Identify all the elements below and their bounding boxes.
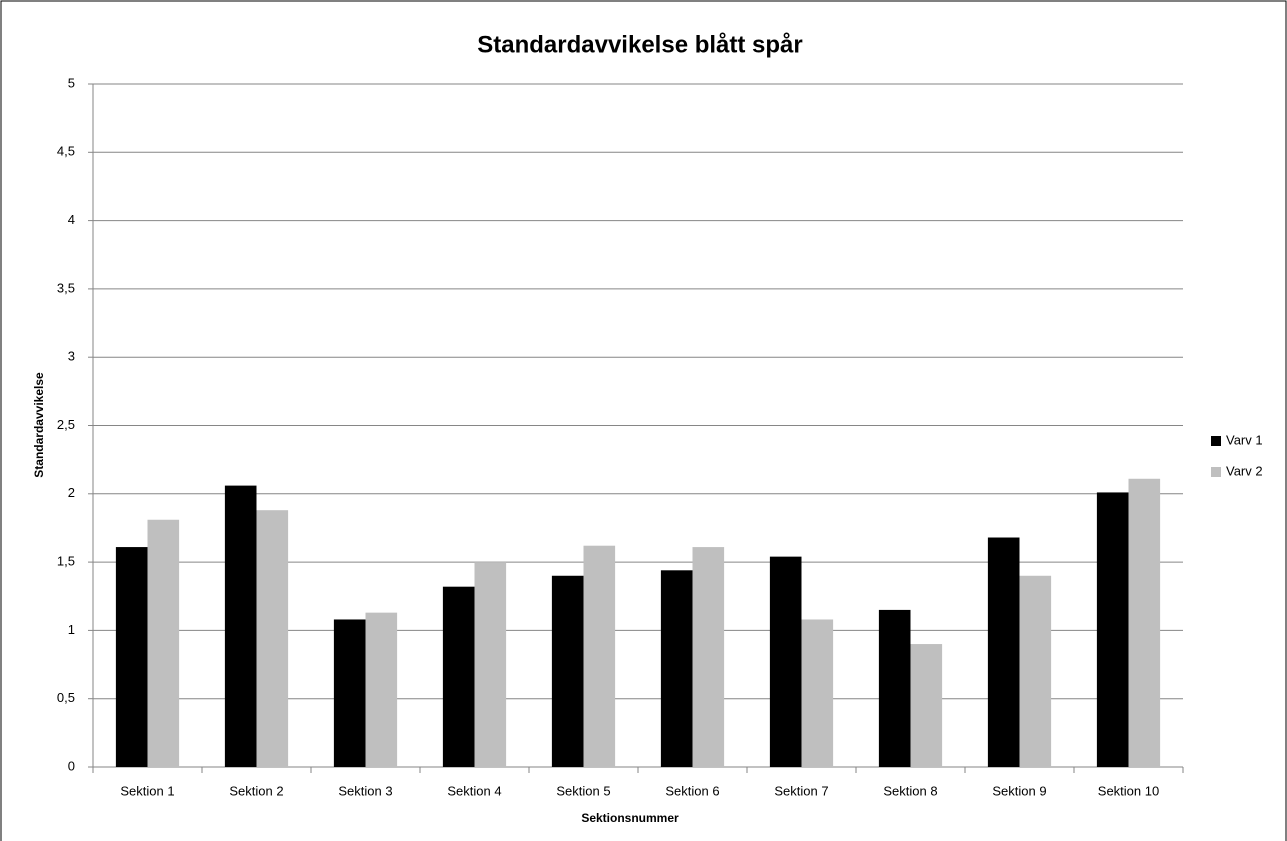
x-tick-label: Sektion 7 [774,783,828,798]
bar [878,609,911,767]
x-tick-label: Sektion 6 [665,783,719,798]
x-tick-label: Sektion 9 [992,783,1046,798]
y-tick-label: 0,5 [57,690,75,705]
x-tick-label: Sektion 5 [556,783,610,798]
y-tick-label: 1 [68,622,75,637]
bar [365,612,398,767]
bar [583,545,616,767]
bar [442,586,475,767]
legend-swatch [1211,467,1221,477]
bar [115,547,148,767]
y-tick-label: 4,5 [57,144,75,159]
y-tick-label: 2 [68,485,75,500]
x-axis-title: Sektionsnummer [581,811,679,825]
x-tick-label: Sektion 2 [229,783,283,798]
x-tick-label: Sektion 4 [447,783,501,798]
x-tick-label: Sektion 3 [338,783,392,798]
y-tick-label: 1,5 [57,554,75,569]
y-tick-label: 5 [68,75,75,90]
bar [660,570,693,767]
bar [224,485,257,767]
bar [333,619,366,767]
bar [1128,478,1161,767]
y-tick-label: 3 [68,349,75,364]
y-tick-label: 4 [68,212,75,227]
bar [551,575,584,767]
bar [256,510,289,767]
y-axis-title: Standardavvikelse [32,372,46,478]
legend-label: Varv 2 [1226,463,1263,478]
legend-swatch [1211,436,1221,446]
x-tick-label: Sektion 8 [883,783,937,798]
bar [1019,575,1052,767]
bar [910,644,943,767]
legend-label: Varv 1 [1226,432,1263,447]
bar [692,547,725,767]
x-tick-label: Sektion 1 [120,783,174,798]
chart-title: Standardavvikelse blått spår [477,31,802,58]
y-tick-label: 0 [68,758,75,773]
bar [147,519,180,767]
bar [987,537,1020,767]
bar [474,562,507,767]
x-tick-label: Sektion 10 [1098,783,1159,798]
y-tick-label: 3,5 [57,280,75,295]
bar [769,556,802,767]
bar [801,619,834,767]
y-tick-label: 2,5 [57,417,75,432]
bar [1096,492,1129,767]
